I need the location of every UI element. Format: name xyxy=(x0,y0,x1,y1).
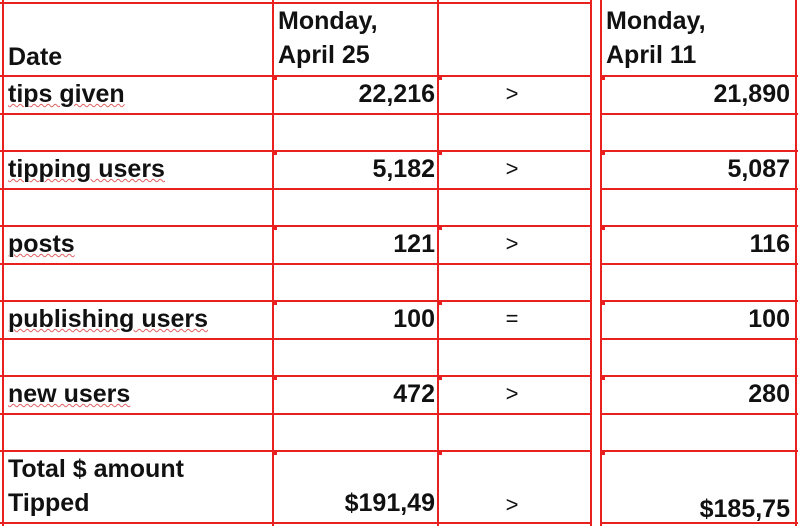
grid-line xyxy=(600,450,798,452)
grid-line xyxy=(0,338,590,340)
grid-line xyxy=(0,300,590,302)
value-apr25: 5,182 xyxy=(372,155,435,183)
row-label: tips given xyxy=(8,80,125,108)
grid-line xyxy=(600,338,798,340)
value-apr11: 5,087 xyxy=(727,155,790,183)
grid-line xyxy=(0,263,590,265)
value-apr11: 21,890 xyxy=(713,80,790,108)
grid-line xyxy=(0,375,590,377)
cell-marker xyxy=(272,75,277,80)
grid-line xyxy=(600,413,798,415)
grid-line xyxy=(600,225,798,227)
header-col2: April 11 xyxy=(606,41,697,69)
cell-marker xyxy=(272,150,277,155)
value-apr25: 472 xyxy=(393,380,435,408)
comparison: > xyxy=(505,81,519,106)
grid-line xyxy=(600,0,602,526)
total-label: Tipped xyxy=(8,489,90,517)
value-apr25: 121 xyxy=(393,230,435,258)
grid-line xyxy=(0,450,590,452)
comparison: > xyxy=(505,156,519,181)
grid-line xyxy=(0,75,590,77)
grid-line xyxy=(0,413,590,415)
grid-line xyxy=(272,0,274,526)
row-label: posts xyxy=(8,230,75,258)
row-label: new users xyxy=(8,380,131,408)
grid-line xyxy=(0,225,590,227)
comparison: > xyxy=(505,231,519,256)
grid-line xyxy=(600,522,798,524)
comparison: = xyxy=(505,306,519,331)
value-apr25: 100 xyxy=(393,305,435,333)
grid-line xyxy=(0,522,590,524)
cell-marker xyxy=(272,225,277,230)
cell-marker xyxy=(272,375,277,380)
grid-line xyxy=(437,0,439,526)
value-apr11: 116 xyxy=(749,230,790,258)
grid-line xyxy=(795,0,797,526)
grid-line xyxy=(600,188,798,190)
cell-marker xyxy=(272,450,277,455)
total-label: Total $ amount xyxy=(8,455,184,483)
grid-line xyxy=(600,375,798,377)
value-apr11: 100 xyxy=(748,305,790,333)
header-col2: Monday, xyxy=(606,7,706,35)
grid-line xyxy=(600,300,798,302)
grid-line xyxy=(600,150,798,152)
row-label: tipping users xyxy=(8,155,165,183)
cell-marker xyxy=(600,75,605,80)
value-apr11: 280 xyxy=(748,380,790,408)
grid-line xyxy=(0,150,590,152)
cell-marker xyxy=(600,300,605,305)
cell-marker xyxy=(437,225,442,230)
cell-marker xyxy=(600,225,605,230)
cell-marker xyxy=(437,300,442,305)
cell-marker xyxy=(437,150,442,155)
comparison: > xyxy=(505,381,519,406)
cell-marker xyxy=(272,300,277,305)
grid-line xyxy=(0,2,590,4)
value-apr25: 22,216 xyxy=(358,80,435,108)
grid-line xyxy=(2,0,4,526)
header-col1: Monday, xyxy=(278,7,378,35)
total-cmp: > xyxy=(505,492,519,517)
grid-line xyxy=(600,113,798,115)
cell-marker xyxy=(437,75,442,80)
grid-line xyxy=(600,75,798,77)
cell-marker xyxy=(437,450,442,455)
grid-line xyxy=(600,263,798,265)
cell-marker xyxy=(437,375,442,380)
total-apr11: $185,75 xyxy=(699,495,790,523)
header-col1: April 25 xyxy=(278,41,370,69)
grid-line xyxy=(590,0,592,526)
header-date: Date xyxy=(8,43,63,71)
cell-marker xyxy=(600,450,605,455)
row-label: publishing users xyxy=(8,305,209,333)
cell-marker xyxy=(600,375,605,380)
cell-marker xyxy=(600,150,605,155)
grid-line xyxy=(0,113,590,115)
total-apr25: $191,49 xyxy=(344,489,435,517)
grid-line xyxy=(0,188,590,190)
